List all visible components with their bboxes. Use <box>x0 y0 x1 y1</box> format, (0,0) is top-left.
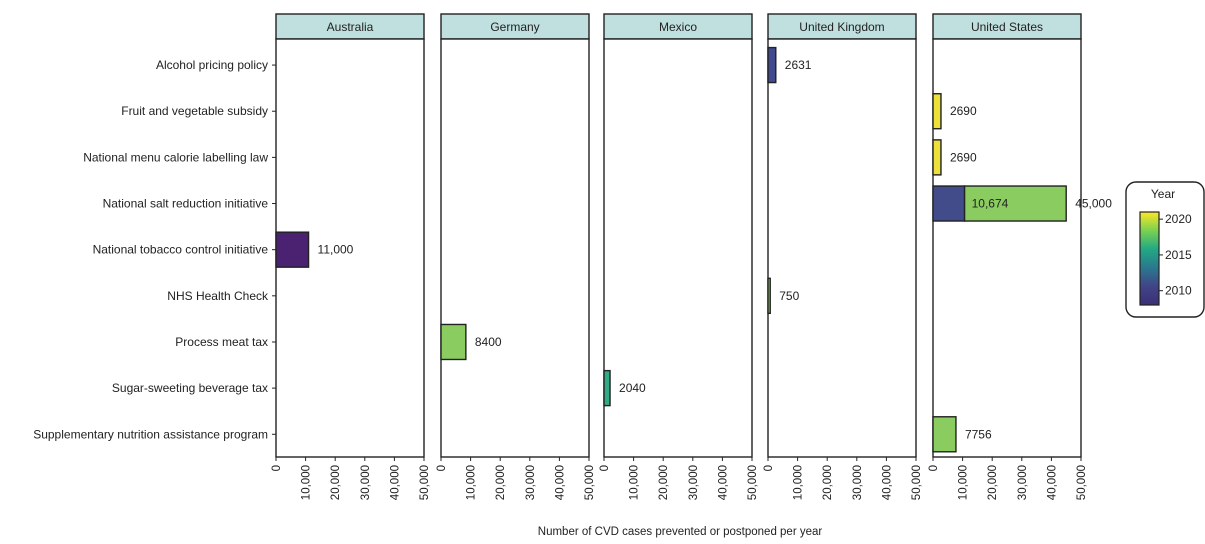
bar-australia-national-tobacco-control-initiative-0 <box>275 231 310 268</box>
bar-germany-process-meat-tax-1 <box>440 323 467 361</box>
category-label-process-meat-tax: Process meat tax <box>175 335 268 349</box>
panel-strip-united-kingdom <box>767 13 917 40</box>
x-tick-label-united-kingdom-4: 40,000 <box>881 465 893 500</box>
x-tick-label-united-kingdom-3: 30,000 <box>852 465 864 500</box>
x-tick-label-australia-2: 20,000 <box>330 465 342 500</box>
category-label-alcohol-pricing-policy: Alcohol pricing policy <box>156 58 268 72</box>
x-axis-title: Number of CVD cases prevented or postpon… <box>538 526 823 538</box>
category-label-fruit-and-vegetable-subsidy: Fruit and vegetable subsidy <box>121 104 268 118</box>
panel-strip-germany <box>440 13 590 40</box>
x-tick-label-mexico-3: 30,000 <box>688 465 700 500</box>
x-tick-label-united-kingdom-5: 50,000 <box>911 465 923 500</box>
bar-united-states-fruit-and-vegetable-subsidy-5 <box>932 93 942 130</box>
category-label-national-salt-reduction-initiative: National salt reduction initiative <box>103 197 269 211</box>
panel-strip-australia <box>275 13 425 40</box>
x-tick-label-united-states-5: 50,000 <box>1076 465 1088 500</box>
bar-united-states-national-salt-reduction-initiative-7 <box>932 185 966 222</box>
category-label-nhs-health-check: NHS Health Check <box>167 289 269 303</box>
x-tick-label-australia-1: 10,000 <box>301 465 313 500</box>
panel-frame-germany <box>440 38 590 458</box>
x-tick-label-australia-0: 0 <box>271 465 283 471</box>
bar-united-states-national-menu-calorie-labelling-law-6 <box>932 139 942 176</box>
panel-title-united-kingdom: United Kingdom <box>799 20 884 34</box>
value-label-germany-process-meat-tax-1: 8400 <box>475 335 502 349</box>
x-tick-label-germany-2: 20,000 <box>495 465 507 500</box>
x-tick-label-germany-5: 50,000 <box>584 465 596 500</box>
x-tick-label-united-states-0: 0 <box>928 465 940 471</box>
panel-title-united-states: United States <box>971 20 1043 34</box>
category-label-supplementary-nutrition-assistance-program: Supplementary nutrition assistance progr… <box>33 427 268 441</box>
value-label-australia-national-tobacco-control-initiative-0: 11,000 <box>318 243 354 257</box>
legend-tick-label-2020: 2020 <box>1165 212 1192 226</box>
bar-united-kingdom-nhs-health-check-4 <box>767 277 771 315</box>
category-label-national-menu-calorie-labelling-law: National menu calorie labelling law <box>83 150 268 164</box>
bar-united-kingdom-alcohol-pricing-policy-3 <box>767 46 777 84</box>
x-tick-label-mexico-1: 10,000 <box>629 465 641 500</box>
bar-mexico-sugar-sweeting-beverage-tax-2 <box>603 369 611 407</box>
legend-title: Year <box>1151 187 1175 201</box>
x-tick-label-mexico-2: 20,000 <box>658 465 670 500</box>
x-tick-label-united-kingdom-2: 20,000 <box>822 465 834 500</box>
x-tick-label-united-states-1: 10,000 <box>958 465 970 500</box>
panel-frame-united-states <box>932 38 1082 458</box>
value-label-united-states-national-menu-calorie-labelling-law-6: 2690 <box>950 150 977 164</box>
x-tick-label-australia-3: 30,000 <box>360 465 372 500</box>
panel-frame-united-kingdom <box>767 38 917 458</box>
bar-united-states-national-salt-reduction-initiative-8 <box>963 185 1067 222</box>
panel-strip-mexico <box>603 13 753 40</box>
value-label-united-states-fruit-and-vegetable-subsidy-5: 2690 <box>950 104 977 118</box>
value-label-united-states-national-salt-reduction-initiative-8: 45,000 <box>1075 197 1112 211</box>
legend-tick-label-2015: 2015 <box>1165 248 1192 262</box>
panel-title-australia: Australia <box>327 20 374 34</box>
x-tick-label-germany-1: 10,000 <box>466 465 478 500</box>
inner-value-label-0: 10,674 <box>972 197 1009 211</box>
value-label-united-kingdom-nhs-health-check-4: 750 <box>779 289 799 303</box>
x-tick-label-australia-4: 40,000 <box>389 465 401 500</box>
category-label-sugar-sweeting-beverage-tax: Sugar-sweeting beverage tax <box>112 381 268 395</box>
panel-title-mexico: Mexico <box>659 20 697 34</box>
x-tick-label-germany-3: 30,000 <box>525 465 537 500</box>
panel-title-germany: Germany <box>490 20 539 34</box>
x-tick-label-mexico-5: 50,000 <box>747 465 759 500</box>
legend-tick-label-2010: 2010 <box>1165 284 1192 298</box>
bar-united-states-supplementary-nutrition-assistance-program-9 <box>932 416 957 453</box>
x-tick-label-germany-0: 0 <box>436 465 448 471</box>
panel-frame-mexico <box>603 38 753 458</box>
x-tick-label-united-states-4: 40,000 <box>1046 465 1058 500</box>
x-tick-label-mexico-4: 40,000 <box>717 465 729 500</box>
x-tick-label-united-kingdom-0: 0 <box>763 465 775 471</box>
x-tick-label-mexico-0: 0 <box>599 465 611 471</box>
category-label-national-tobacco-control-initiative: National tobacco control initiative <box>93 243 269 257</box>
x-tick-label-united-kingdom-1: 10,000 <box>793 465 805 500</box>
value-label-mexico-sugar-sweeting-beverage-tax-2: 2040 <box>619 381 646 395</box>
x-tick-label-united-states-3: 30,000 <box>1017 465 1029 500</box>
value-label-united-states-supplementary-nutrition-assistance-program-9: 7756 <box>965 427 992 441</box>
value-label-united-kingdom-alcohol-pricing-policy-3: 2631 <box>785 58 812 72</box>
x-tick-label-germany-4: 40,000 <box>554 465 566 500</box>
legend-colorbar <box>1139 211 1160 306</box>
x-tick-label-united-states-2: 20,000 <box>987 465 999 500</box>
x-tick-label-australia-5: 50,000 <box>419 465 431 500</box>
